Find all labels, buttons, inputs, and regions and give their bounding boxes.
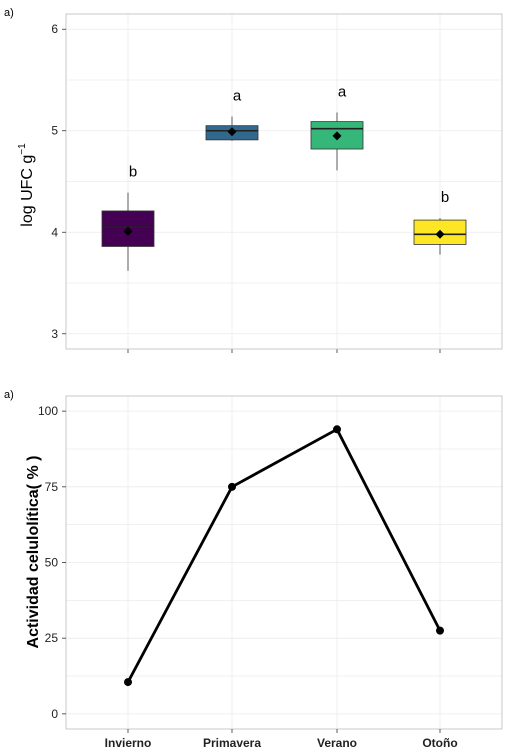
mean-marker [123,226,133,236]
boxplot-plot-border [65,13,503,350]
line-panel: a) 0 25 50 75 100 Invierno Primavera Verano Oto… [4,389,503,750]
box-primavera [205,116,259,141]
boxplot-y-axis-label-text: log UFC g [19,155,36,227]
box-otono [413,218,467,255]
significance-letter-verano: a [338,83,347,100]
line-gridlines [66,396,502,729]
y-tick-label: 100 [38,404,58,418]
mean-marker [332,131,342,141]
mean-marker [227,127,237,137]
boxplot-axes [65,13,503,353]
y-tick-label: 4 [51,225,58,239]
boxplot-y-axis-label: log UFC g−1 [17,143,36,227]
y-tick-label: 3 [51,327,58,341]
panel-label-bottom: a) [4,389,14,401]
data-point-invierno [124,678,132,687]
box-verano [310,112,364,171]
boxplot-panel: a) 3 4 5 6 b a a b log UFC g−1 [4,7,503,353]
boxplot-y-ticks: 3 4 5 6 [51,22,66,341]
line-x-ticks: Invierno Primavera Verano Otoño [105,729,458,750]
y-tick-label: 5 [51,124,58,138]
data-point-verano [333,425,341,434]
y-tick-label: 6 [51,22,58,36]
boxplot-boxes [101,112,467,271]
y-tick-label: 75 [45,480,59,494]
panel-label-top: a) [4,7,14,19]
x-tick-label-verano: Verano [317,736,357,750]
x-tick-label-invierno: Invierno [105,736,152,750]
data-point-otono [436,626,444,635]
x-tick-label-primavera: Primavera [203,736,261,750]
significance-letter-otono: b [441,189,449,206]
line-series [124,425,444,687]
mean-marker [435,229,445,239]
boxplot-y-axis-label-superscript: −1 [17,143,28,155]
x-tick-label-otono: Otoño [422,736,457,750]
data-point-primavera [228,482,236,491]
box-invierno [101,192,155,271]
significance-letters: b a a b [129,83,449,206]
significance-letter-invierno: b [129,164,137,181]
series-line [126,427,442,683]
y-tick-label: 25 [45,631,59,645]
significance-letter-primavera: a [233,88,242,105]
line-y-axis-label: Actividad celulolítica( % ) [25,456,42,649]
boxplot-gridlines [66,14,502,349]
line-y-ticks: 0 25 50 75 100 [38,404,66,721]
y-tick-label: 0 [51,707,58,721]
box-body [413,219,467,245]
y-tick-label: 50 [45,556,59,570]
